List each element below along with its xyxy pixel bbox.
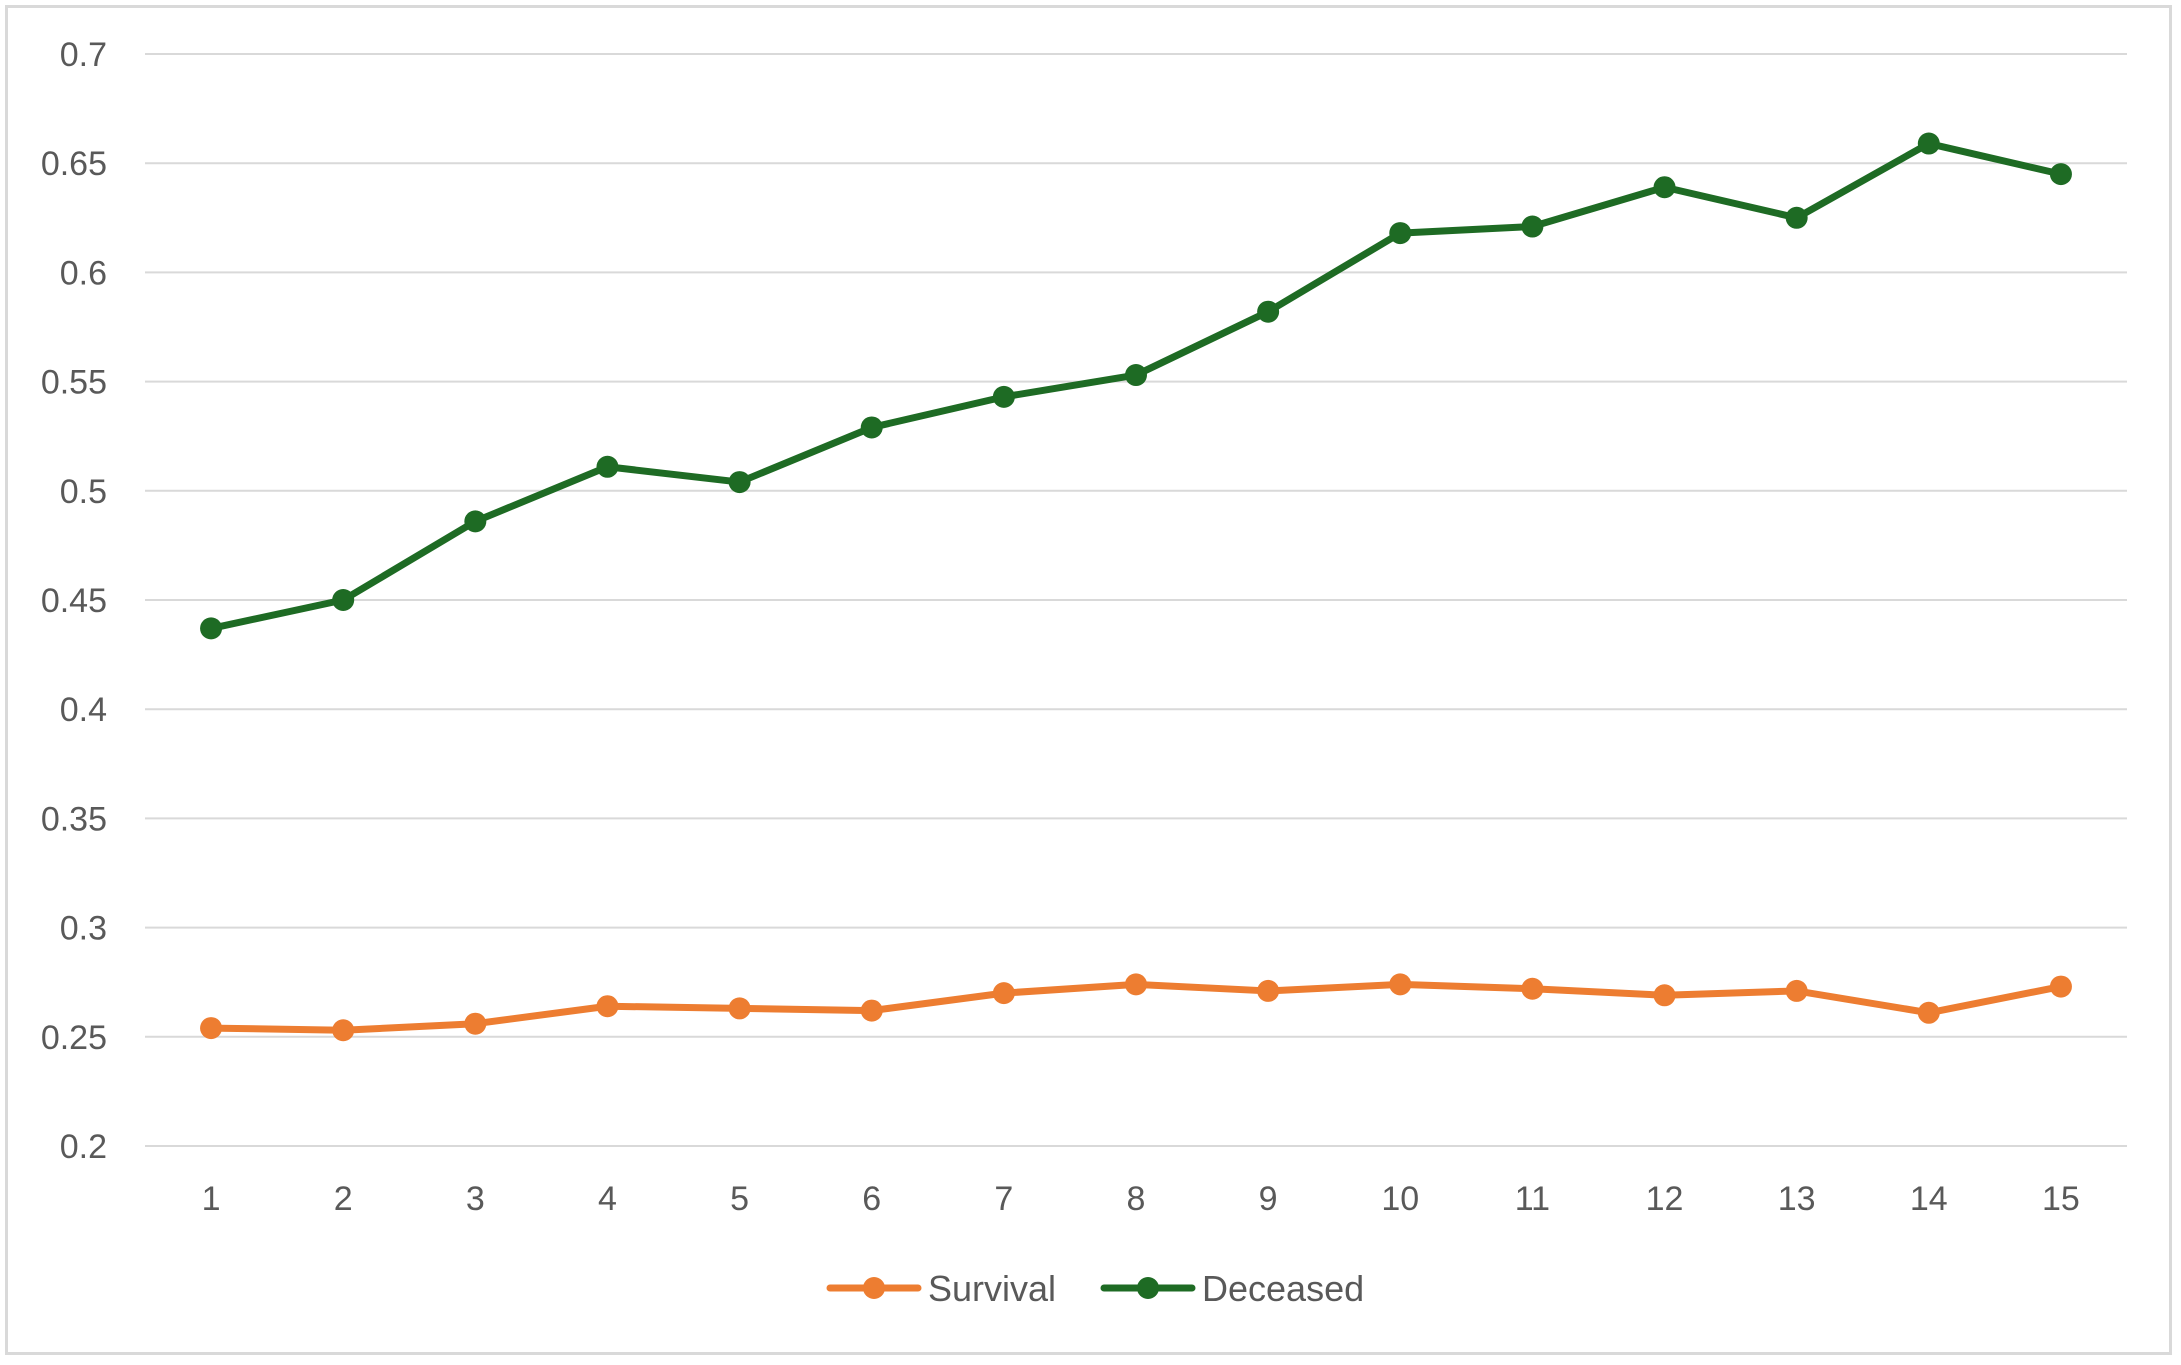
data-point bbox=[992, 385, 1015, 408]
data-point bbox=[2049, 975, 2072, 998]
data-point bbox=[1653, 984, 1676, 1007]
y-tick-label: 0.35 bbox=[41, 800, 107, 838]
legend-swatch-marker bbox=[1137, 1277, 1159, 1299]
x-tick-label: 6 bbox=[862, 1180, 881, 1218]
legend-swatch-marker bbox=[863, 1277, 885, 1299]
y-tick-label: 0.7 bbox=[60, 36, 107, 74]
data-point bbox=[860, 999, 883, 1022]
data-point bbox=[200, 617, 223, 640]
x-tick-label: 8 bbox=[1127, 1180, 1146, 1218]
data-point bbox=[1521, 215, 1544, 238]
data-point bbox=[596, 455, 619, 478]
data-point bbox=[1125, 973, 1147, 996]
x-tick-label: 10 bbox=[1381, 1180, 1419, 1218]
series-deceased bbox=[200, 132, 2072, 640]
y-tick-label: 0.45 bbox=[41, 582, 107, 620]
data-point bbox=[596, 995, 619, 1018]
data-point bbox=[728, 471, 751, 494]
x-tick-label: 11 bbox=[1515, 1180, 1550, 1218]
data-point bbox=[1257, 300, 1280, 323]
data-point bbox=[1389, 222, 1412, 245]
legend: Survival Deceased bbox=[826, 1268, 1364, 1309]
data-point bbox=[1785, 206, 1808, 229]
gridlines bbox=[145, 53, 2127, 1147]
x-tick-label: 7 bbox=[994, 1180, 1013, 1218]
y-tick-label: 0.65 bbox=[41, 145, 107, 183]
data-point bbox=[1917, 132, 1940, 155]
data-point bbox=[1785, 979, 1808, 1002]
x-tick-label: 3 bbox=[466, 1180, 485, 1218]
data-point bbox=[860, 416, 883, 439]
y-tick-label: 0.6 bbox=[60, 254, 107, 292]
data-point bbox=[992, 982, 1015, 1005]
chart-frame bbox=[5, 5, 2172, 1355]
data-point bbox=[1653, 176, 1676, 199]
x-tick-label: 5 bbox=[730, 1180, 749, 1218]
series-survival bbox=[200, 973, 2072, 1042]
y-tick-label: 0.2 bbox=[60, 1128, 107, 1166]
data-point bbox=[332, 589, 355, 611]
data-point bbox=[1389, 973, 1412, 996]
y-tick-label: 0.25 bbox=[41, 1019, 107, 1057]
data-point bbox=[2049, 163, 2072, 186]
y-axis: 0.2 0.25 0.3 0.35 0.4 0.45 0.5 0.55 0.6 0.65 0.7 bbox=[41, 36, 107, 1166]
data-point bbox=[1521, 977, 1544, 1000]
series-layer bbox=[200, 132, 2072, 1042]
data-point bbox=[464, 1012, 487, 1035]
x-tick-label: 12 bbox=[1646, 1180, 1684, 1218]
legend-item-deceased: Deceased bbox=[1100, 1268, 1364, 1309]
y-tick-label: 0.3 bbox=[60, 910, 107, 948]
data-point bbox=[200, 1017, 223, 1040]
x-tick-label: 1 bbox=[202, 1180, 221, 1218]
x-tick-label: 13 bbox=[1778, 1180, 1816, 1218]
y-tick-label: 0.4 bbox=[60, 691, 107, 729]
data-point bbox=[464, 510, 487, 533]
data-point bbox=[728, 997, 751, 1020]
data-point bbox=[1125, 364, 1147, 387]
y-tick-label: 0.55 bbox=[41, 364, 107, 402]
x-tick-label: 15 bbox=[2042, 1180, 2080, 1218]
legend-label: Deceased bbox=[1202, 1268, 1364, 1309]
data-point bbox=[1257, 979, 1280, 1002]
data-point bbox=[1917, 1001, 1940, 1024]
x-tick-label: 9 bbox=[1259, 1180, 1278, 1218]
data-point bbox=[332, 1019, 355, 1042]
x-tick-label: 14 bbox=[1910, 1180, 1948, 1218]
legend-item-survival: Survival bbox=[826, 1268, 1056, 1309]
legend-label: Survival bbox=[928, 1268, 1056, 1309]
x-tick-label: 2 bbox=[334, 1180, 353, 1218]
x-axis: 1 2 3 4 5 6 7 8 9 10 11 12 13 14 15 bbox=[202, 1180, 2080, 1218]
x-tick-label: 4 bbox=[598, 1180, 617, 1218]
y-tick-label: 0.5 bbox=[60, 473, 107, 511]
